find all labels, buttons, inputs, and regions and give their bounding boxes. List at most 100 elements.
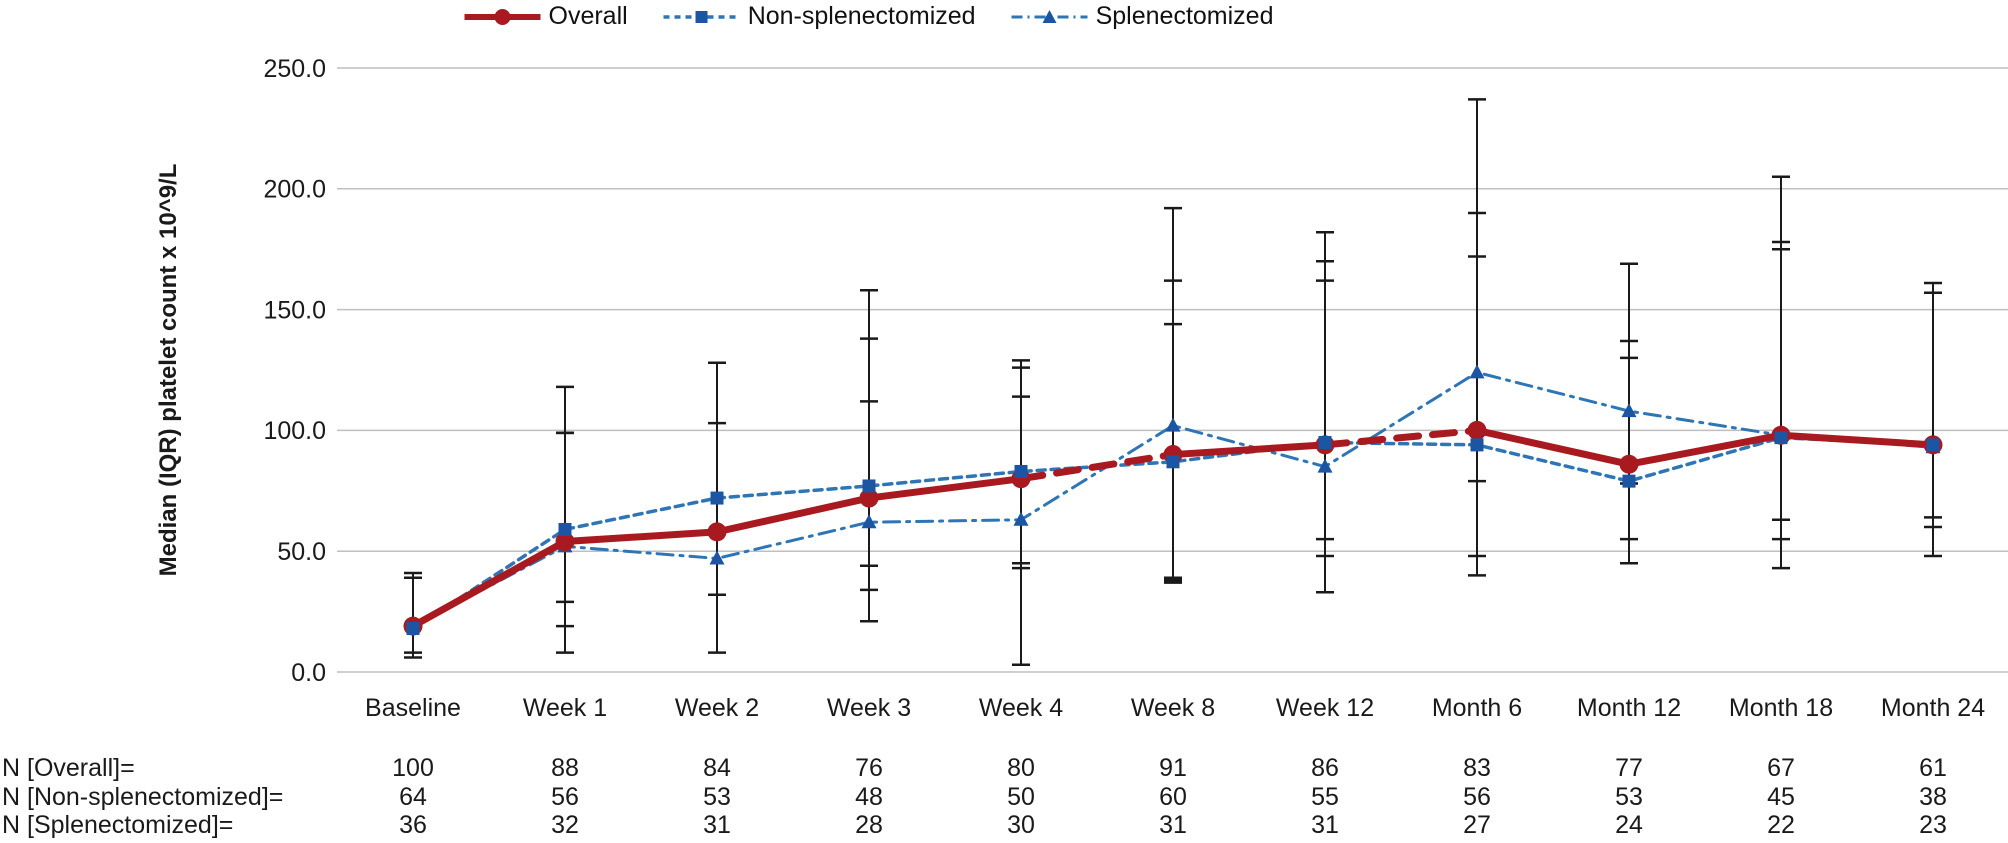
n-table-value: 31	[703, 811, 731, 839]
n-table-value: 22	[1767, 811, 1795, 839]
overall-marker	[859, 488, 879, 508]
y-tick-label: 150.0	[263, 296, 326, 324]
dashed-line-square-icon	[663, 10, 740, 23]
n-table-value: 67	[1767, 754, 1795, 782]
overall-marker	[1619, 454, 1639, 474]
non-splenectomized-marker	[1014, 464, 1028, 478]
x-tick-label: Week 3	[827, 694, 911, 722]
non-splenectomized-line	[411, 435, 1935, 631]
splenectomized-marker	[861, 514, 877, 529]
n-table-value: 56	[1463, 783, 1491, 811]
x-tick-label: Month 18	[1729, 694, 1833, 722]
overall-line-segment	[561, 528, 721, 546]
legend-label-non-splenectomized: Non-splenectomized	[747, 2, 976, 30]
non-splenectomized-marker	[1166, 455, 1180, 469]
splenectomized-marker	[1317, 458, 1333, 473]
non-splenectomized-marker	[558, 522, 572, 536]
n-table-value: 56	[551, 783, 579, 811]
error-bar	[1772, 247, 1790, 522]
n-table-value: 77	[1615, 754, 1643, 782]
splenectomized-line	[411, 370, 1935, 628]
overall-line-segment	[1321, 426, 1481, 449]
overall-line-segment	[1017, 451, 1177, 483]
n-table-row-label: N [Non-splenectomized]=	[2, 783, 283, 811]
n-table-value: 24	[1615, 811, 1643, 839]
overall-line-segment	[865, 475, 1025, 502]
splenectomized-marker	[1621, 403, 1637, 418]
n-table-value: 38	[1919, 783, 1947, 811]
non-splenectomized-marker	[862, 479, 876, 493]
overall-marker	[1467, 420, 1487, 440]
error-bar	[1316, 279, 1334, 541]
n-table-value: 64	[399, 783, 427, 811]
non-splenectomized-marker	[1318, 435, 1332, 449]
chart-legend: Overall Non-splenectomized Splenectomize…	[463, 2, 1273, 31]
n-table-value: 50	[1007, 783, 1035, 811]
overall-line-segment	[1169, 441, 1329, 459]
x-tick-label: Month 24	[1881, 694, 1985, 722]
n-table-value: 100	[392, 754, 434, 782]
x-tick-label: Baseline	[365, 694, 461, 722]
overall-line-segment	[409, 538, 569, 630]
error-bar	[404, 576, 422, 654]
n-table-value: 27	[1463, 811, 1491, 839]
y-tick-label: 0.0	[291, 659, 326, 687]
n-table-value: 55	[1311, 783, 1339, 811]
x-tick-label: Week 8	[1131, 694, 1215, 722]
n-table-row-label: N [Splenectomized]=	[2, 811, 233, 839]
non-splenectomized-marker	[710, 491, 724, 505]
n-table-value: 53	[1615, 783, 1643, 811]
legend-item-non-splenectomized: Non-splenectomized	[662, 2, 976, 31]
y-tick-label: 200.0	[263, 176, 326, 204]
n-table-value: 80	[1007, 754, 1035, 782]
n-table-value: 30	[1007, 811, 1035, 839]
n-table-value: 31	[1159, 811, 1187, 839]
n-table-value: 86	[1311, 754, 1339, 782]
non-splenectomized-marker	[406, 622, 420, 636]
legend-item-overall: Overall	[463, 2, 628, 31]
overall-line-icon	[464, 8, 541, 25]
x-tick-label: Month 12	[1577, 694, 1681, 722]
n-table-value: 31	[1311, 811, 1339, 839]
n-table-value: 28	[855, 811, 883, 839]
non-splenectomized-marker	[1622, 474, 1636, 488]
overall-marker	[555, 532, 575, 552]
error-bar	[1924, 291, 1942, 519]
x-tick-label: Month 6	[1432, 694, 1522, 722]
n-table-value: 60	[1159, 783, 1187, 811]
y-tick-label: 250.0	[263, 55, 326, 83]
y-tick-label: 100.0	[263, 417, 326, 445]
n-table-value: 45	[1767, 783, 1795, 811]
y-tick-label: 50.0	[277, 538, 326, 566]
n-table-value: 32	[551, 811, 579, 839]
overall-line-segment	[713, 494, 873, 536]
n-table-value: 88	[551, 754, 579, 782]
y-axis-title: Median (IQR) platelet count x 10^9/L	[155, 164, 182, 577]
splenectomized-marker	[1013, 511, 1029, 526]
dash-dot-line-triangle-icon	[1011, 9, 1088, 23]
legend-item-splenectomized: Splenectomized	[1010, 2, 1273, 31]
splenectomized-marker	[1469, 364, 1485, 379]
overall-line-segment	[1473, 426, 1633, 468]
legend-label-overall: Overall	[548, 2, 628, 30]
n-table-value: 91	[1159, 754, 1187, 782]
overall-line-segment	[1625, 431, 1785, 468]
x-tick-label: Week 4	[979, 694, 1063, 722]
n-table-value: 84	[703, 754, 731, 782]
non-splenectomized-marker	[1470, 438, 1484, 452]
overall-line-segment	[1777, 431, 1937, 449]
x-tick-label: Week 2	[675, 694, 759, 722]
n-table-value: 83	[1463, 754, 1491, 782]
splenectomized-marker	[709, 550, 725, 565]
n-table-value: 76	[855, 754, 883, 782]
n-table-row-label: N [Overall]=	[2, 754, 135, 782]
n-table-value: 23	[1919, 811, 1947, 839]
x-tick-label: Week 1	[523, 694, 607, 722]
n-table-value: 36	[399, 811, 427, 839]
n-table-value: 61	[1919, 754, 1947, 782]
n-table-value: 53	[703, 783, 731, 811]
error-bar	[556, 431, 574, 604]
splenectomized-marker	[1165, 417, 1181, 432]
